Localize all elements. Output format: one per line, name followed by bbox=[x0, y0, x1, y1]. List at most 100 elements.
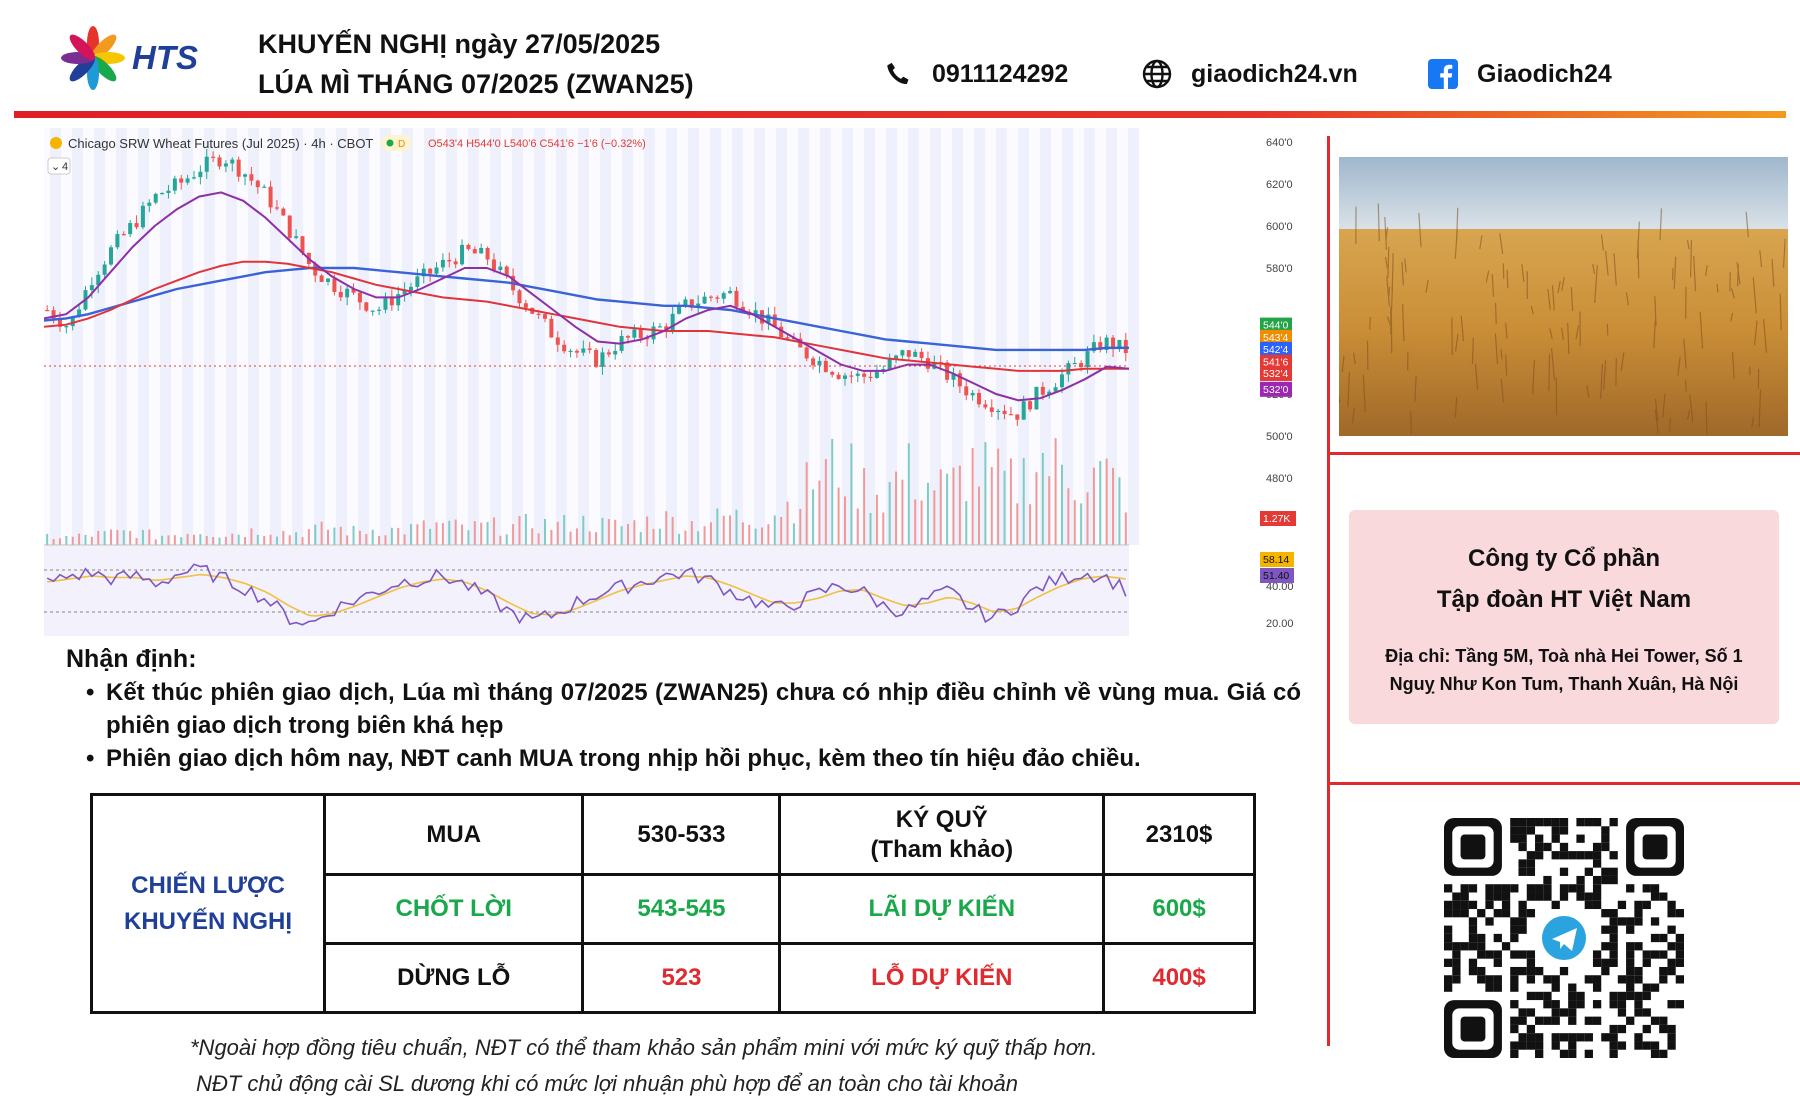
qr-module bbox=[1592, 1000, 1602, 1009]
qr-module bbox=[1526, 851, 1536, 860]
candle-body bbox=[428, 268, 433, 274]
volume-bar bbox=[422, 520, 425, 545]
qr-module bbox=[1460, 942, 1469, 951]
wheat-stalk bbox=[1547, 289, 1551, 310]
qr-module bbox=[1642, 991, 1651, 1001]
wheat-stalk bbox=[1494, 302, 1497, 325]
qr-module bbox=[1510, 818, 1519, 827]
volume-bar bbox=[958, 465, 961, 545]
qr-module bbox=[1452, 975, 1461, 984]
volume-bar bbox=[205, 535, 208, 545]
wheat-futures-chart[interactable]: Chicago SRW Wheat Futures (Jul 2025) · 4… bbox=[44, 128, 1312, 636]
qr-module bbox=[1526, 958, 1536, 967]
margin-label: KÝ QUỸ (Tham khảo) bbox=[778, 793, 1106, 876]
candle-body bbox=[370, 310, 375, 312]
wheat-stalk bbox=[1560, 327, 1565, 340]
session-badge-letter: D bbox=[398, 139, 405, 150]
candle-body bbox=[121, 234, 126, 236]
facebook-contact[interactable]: Giaodich24 bbox=[1427, 58, 1612, 90]
qr-module bbox=[1617, 1041, 1627, 1050]
volume-bar bbox=[856, 508, 859, 545]
chart-canvas[interactable]: Chicago SRW Wheat Futures (Jul 2025) · 4… bbox=[44, 128, 1312, 636]
candle-body bbox=[772, 314, 777, 327]
qr-module bbox=[1626, 991, 1635, 1001]
qr-module bbox=[1642, 900, 1651, 910]
qr-module bbox=[1642, 983, 1651, 992]
qr-module bbox=[1501, 900, 1511, 910]
qr-module bbox=[1543, 975, 1552, 984]
volume-bar bbox=[435, 522, 438, 545]
volume-bar bbox=[320, 521, 323, 545]
volume-bar bbox=[690, 521, 693, 545]
candle-body bbox=[683, 299, 688, 306]
wheat-stalk bbox=[1551, 285, 1555, 311]
rsi-tick-label: 40.00 bbox=[1266, 581, 1294, 593]
volume-bar bbox=[780, 517, 783, 545]
session-stripe bbox=[952, 128, 963, 545]
website-link[interactable]: giaodich24.vn bbox=[1191, 59, 1358, 88]
volume-bar bbox=[148, 529, 151, 545]
qr-module bbox=[1609, 950, 1618, 959]
wheat-stalk bbox=[1532, 360, 1536, 395]
wheat-stalk bbox=[1752, 277, 1757, 314]
candle-body bbox=[57, 319, 62, 327]
volume-bar bbox=[154, 539, 157, 545]
chevron-down-icon: ⌄ bbox=[51, 161, 60, 173]
candle-body bbox=[102, 264, 107, 275]
volume-bar bbox=[231, 533, 234, 545]
chart-title[interactable]: Chicago SRW Wheat Futures (Jul 2025) · 4… bbox=[68, 136, 373, 151]
qr-module bbox=[1485, 892, 1494, 901]
qr-module bbox=[1551, 1000, 1560, 1009]
candle-body bbox=[996, 410, 1001, 413]
candle-body bbox=[1008, 414, 1013, 416]
volume-bar bbox=[333, 527, 336, 545]
qr-module bbox=[1485, 917, 1494, 926]
candle-body bbox=[223, 163, 228, 167]
candle-body bbox=[1079, 362, 1084, 368]
qr-module bbox=[1518, 826, 1527, 835]
candle-body bbox=[198, 171, 203, 178]
volume-bar bbox=[448, 520, 451, 545]
qr-module bbox=[1526, 867, 1536, 876]
wheat-stalk bbox=[1745, 211, 1749, 238]
wheat-stalk bbox=[1352, 352, 1356, 365]
phone-contact[interactable]: 0911124292 bbox=[882, 58, 1068, 90]
candle-body bbox=[64, 326, 69, 328]
candle-body bbox=[281, 208, 286, 216]
facebook-link[interactable]: Giaodich24 bbox=[1477, 59, 1612, 88]
wheat-stalk bbox=[1782, 238, 1786, 268]
candle-body bbox=[109, 247, 114, 265]
website-contact[interactable]: giaodich24.vn bbox=[1141, 58, 1358, 90]
qr-module bbox=[1468, 942, 1478, 951]
qr-module bbox=[1444, 942, 1453, 951]
candle-body bbox=[434, 267, 439, 274]
qr-module bbox=[1535, 966, 1544, 976]
session-stripe bbox=[1040, 128, 1051, 545]
volume-bar bbox=[544, 519, 547, 545]
expected-loss-value: 400$ bbox=[1102, 942, 1256, 1014]
qr-module bbox=[1460, 892, 1469, 901]
volume-bar bbox=[722, 515, 725, 545]
qr-module bbox=[1626, 884, 1635, 893]
qr-module bbox=[1659, 1049, 1668, 1058]
price-marker-badge bbox=[1260, 365, 1292, 381]
candle-body bbox=[689, 299, 694, 308]
telegram-qr-code[interactable] bbox=[1444, 818, 1684, 1058]
qr-module bbox=[1617, 1024, 1627, 1034]
wheat-stalk bbox=[1687, 409, 1691, 421]
candle-body bbox=[1117, 339, 1122, 350]
volume-bar bbox=[805, 462, 808, 545]
wheat-stalk bbox=[1454, 333, 1459, 352]
qr-module bbox=[1518, 925, 1527, 934]
volume-bar bbox=[486, 522, 489, 545]
qr-module bbox=[1460, 884, 1469, 893]
volume-bar bbox=[180, 537, 183, 545]
candle-body bbox=[485, 247, 490, 260]
collapse-indicators-button[interactable] bbox=[47, 157, 71, 175]
qr-module bbox=[1518, 950, 1527, 959]
qr-module bbox=[1584, 867, 1593, 876]
session-stripe bbox=[182, 128, 193, 545]
session-stripe bbox=[270, 128, 281, 545]
session-stripe bbox=[446, 128, 457, 545]
volume-bar bbox=[1009, 458, 1012, 545]
